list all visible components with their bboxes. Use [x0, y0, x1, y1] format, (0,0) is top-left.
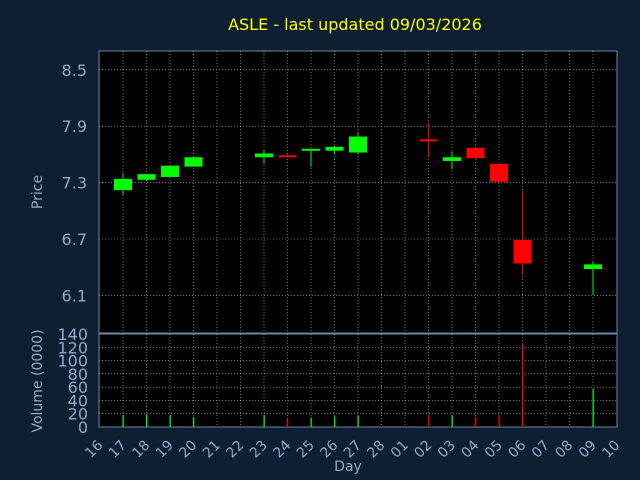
candle [255, 150, 273, 164]
volume-tick-label: 60 [68, 378, 88, 397]
volume-bar [475, 417, 477, 427]
x-axis-label: Day [334, 459, 362, 475]
volume-bar [263, 415, 265, 427]
volume-bar [498, 415, 500, 427]
volume-bar [193, 417, 195, 427]
candle-body [419, 139, 438, 142]
candle [302, 148, 320, 167]
candle-body [161, 165, 179, 177]
volume-bar [357, 415, 359, 427]
volume-bar [451, 415, 453, 427]
candle-body [584, 264, 602, 270]
volume-bar [169, 415, 171, 427]
volume-tick-label: 100 [57, 352, 88, 371]
candle [114, 173, 132, 195]
x-ticks: 16 17 18 19 20 21 22 23 24 25 26 27 28 01 02 03 04 05 06 07… [82, 437, 623, 461]
candle [184, 157, 203, 167]
volume-bar [287, 419, 289, 427]
candle-body [513, 239, 532, 264]
candle [466, 147, 485, 159]
candle-body [349, 136, 367, 153]
candle [443, 151, 461, 170]
volume-bar [334, 416, 336, 427]
price-grid [99, 51, 617, 333]
volume-tick-label: 80 [68, 365, 88, 384]
price-tick-label: 7.3 [62, 174, 87, 193]
volume-bar [122, 415, 124, 427]
candles [114, 123, 602, 296]
price-tick-label: 7.9 [62, 117, 87, 136]
volume-bar [146, 414, 148, 427]
candle-body [466, 147, 485, 159]
price-tick-label: 8.5 [62, 61, 87, 80]
volume-axis-label: Volume (0000) [30, 329, 46, 432]
candle [137, 174, 156, 181]
volume-bar [522, 343, 524, 427]
candle [513, 191, 532, 275]
candle-body [490, 163, 508, 182]
candle-body [255, 153, 273, 158]
candle [278, 154, 297, 158]
volume-bars [122, 343, 594, 427]
candle-body [325, 146, 344, 151]
volume-tick-label: 140 [57, 325, 88, 344]
volume-bar [428, 415, 430, 427]
volume-bar [310, 417, 312, 427]
candle-body [443, 157, 461, 161]
price-y-ticks: 8.5 7.9 7.3 6.7 6.1 [62, 61, 87, 306]
chart-title: ASLE - last updated 09/03/2026 [228, 15, 482, 34]
volume-tick-label: 40 [68, 391, 88, 410]
candle [161, 165, 179, 177]
candle-body [184, 157, 203, 167]
volume-bar [592, 389, 594, 427]
volume-tick-label: 120 [57, 338, 88, 357]
volume-tick-label: 0 [78, 418, 88, 437]
volume-tick-label: 20 [68, 405, 88, 424]
candle-body [278, 155, 297, 158]
candle [325, 145, 344, 155]
candle [490, 163, 508, 183]
price-axis-label: Price [30, 175, 46, 209]
candle-body [114, 178, 132, 191]
volume-plot-area [98, 333, 618, 428]
candle [419, 123, 438, 158]
price-panel: 8.5 7.9 7.3 6.7 6.1 Price [30, 50, 618, 334]
price-tick-label: 6.1 [62, 286, 87, 305]
candle [584, 261, 602, 296]
price-tick-label: 6.7 [62, 230, 87, 249]
candle-body [137, 174, 156, 180]
candle [349, 132, 367, 155]
candle-body [302, 148, 320, 151]
